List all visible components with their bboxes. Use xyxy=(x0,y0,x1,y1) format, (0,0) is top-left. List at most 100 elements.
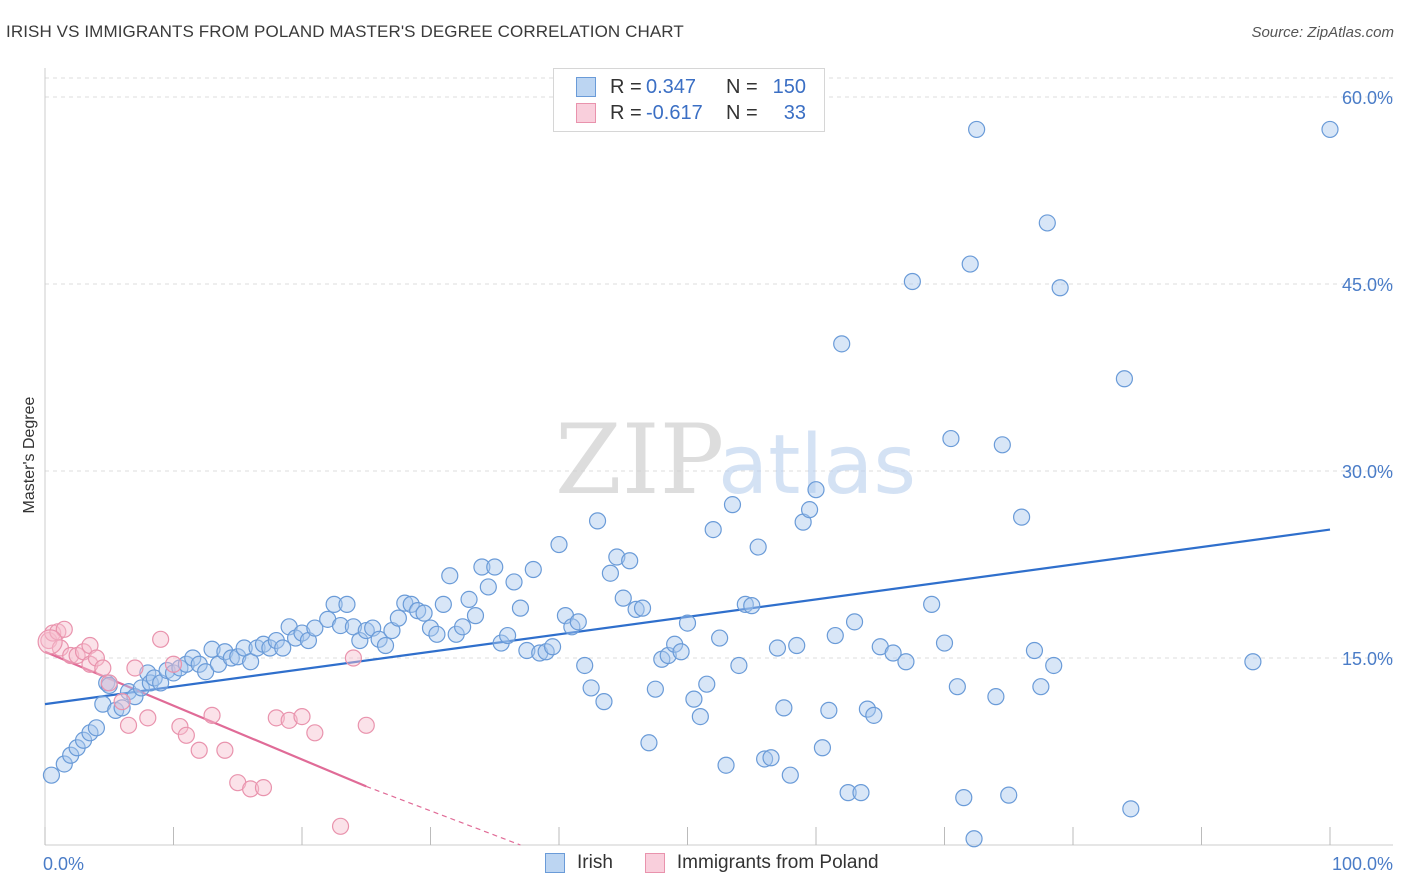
poland-point xyxy=(164,655,183,673)
irish-point xyxy=(1038,214,1056,232)
irish-point xyxy=(621,552,639,570)
irish-point xyxy=(955,789,973,807)
irish-point xyxy=(948,678,966,696)
irish-point xyxy=(781,766,799,784)
x-tick-label: 0.0% xyxy=(43,854,84,874)
poland-point xyxy=(100,674,118,692)
irish-point xyxy=(833,335,851,353)
poland-point xyxy=(357,716,375,734)
poland-point xyxy=(62,646,80,665)
irish-point xyxy=(524,560,542,579)
irish-point xyxy=(903,272,921,291)
irish-point xyxy=(839,784,857,802)
irish-point xyxy=(473,558,491,576)
irish-point xyxy=(479,578,497,596)
y-tick-label: 30.0% xyxy=(1342,462,1393,482)
irish-point xyxy=(852,784,870,802)
poland-legend-label: Immigrants from Poland xyxy=(676,852,879,873)
irish-point xyxy=(608,548,626,566)
poland-legend-swatch xyxy=(644,853,665,873)
poland-r-value: -0.617 xyxy=(646,101,703,124)
poland-point xyxy=(254,779,273,797)
irish-trend-line xyxy=(44,528,1331,706)
irish-point xyxy=(582,679,600,697)
irish-point xyxy=(428,625,446,643)
irish-point xyxy=(351,631,369,650)
irish-point xyxy=(678,614,697,632)
poland-n-label: N = xyxy=(726,101,758,124)
poland-point xyxy=(94,659,112,677)
irish-point xyxy=(884,644,902,662)
irish-point xyxy=(858,700,877,718)
irish-point xyxy=(588,512,607,530)
irish-point xyxy=(646,680,664,698)
x-tick-label: 100.0% xyxy=(1332,854,1393,874)
irish-point xyxy=(685,690,703,708)
irish-point xyxy=(595,693,613,711)
irish-point xyxy=(325,595,343,613)
irish-point xyxy=(1000,786,1018,804)
y-tick-label: 15.0% xyxy=(1342,649,1393,669)
irish-point xyxy=(229,648,247,666)
tick-labels: 15.0% 30.0% 45.0% 60.0% 0.0% 100.0% xyxy=(43,88,1393,874)
legend-item-poland[interactable]: Immigrants from Poland xyxy=(644,852,879,874)
axes xyxy=(44,68,1393,846)
irish-point xyxy=(415,604,433,622)
irish-point xyxy=(434,595,452,613)
irish-swatch xyxy=(576,77,596,97)
series-legend: Irish Immigrants from Poland xyxy=(545,852,911,874)
irish-point xyxy=(923,595,941,613)
irish-point xyxy=(499,626,517,645)
irish-point xyxy=(396,594,414,612)
irish-point xyxy=(518,641,536,660)
irish-point xyxy=(601,564,620,582)
irish-point xyxy=(788,636,806,655)
irish-point xyxy=(1244,653,1262,671)
irish-point xyxy=(569,613,587,631)
irish-point xyxy=(987,688,1005,706)
irish-point xyxy=(730,656,748,675)
poland-point xyxy=(139,709,157,727)
chart-title: IRISH VS IMMIGRANTS FROM POLAND MASTER'S… xyxy=(6,22,684,41)
irish-point xyxy=(743,597,761,615)
irish-point xyxy=(762,749,780,767)
legend-row-poland: R = -0.617 N = 33 xyxy=(576,101,806,125)
poland-point xyxy=(113,693,131,711)
poland-point xyxy=(126,659,144,677)
legend-item-irish[interactable]: Irish xyxy=(545,852,613,874)
irish-point xyxy=(1122,800,1140,818)
irish-point xyxy=(126,688,144,706)
poland-point xyxy=(177,726,195,744)
poland-trend-extension xyxy=(366,785,521,846)
irish-point xyxy=(755,750,774,768)
data-points xyxy=(37,120,1339,848)
irish-point xyxy=(460,590,478,609)
irish-n-label: N = xyxy=(726,75,758,98)
irish-point xyxy=(935,634,954,652)
irish-point xyxy=(511,599,530,617)
irish-point xyxy=(441,567,459,585)
irish-point xyxy=(543,638,562,656)
poland-swatch xyxy=(576,103,596,123)
irish-point xyxy=(845,613,864,631)
poland-point xyxy=(280,711,298,729)
irish-point xyxy=(736,595,754,613)
irish-point xyxy=(466,607,485,625)
irish-point xyxy=(370,630,388,648)
poland-point xyxy=(203,706,221,724)
correlation-legend: R = 0.347 N = 150 R = -0.617 N = 33 xyxy=(553,68,825,132)
irish-point xyxy=(331,616,350,635)
source-label: Source: ZipAtlas.com xyxy=(1251,24,1394,41)
irish-point xyxy=(338,595,356,613)
trend-lines xyxy=(44,528,1331,846)
irish-point xyxy=(698,675,716,693)
poland-point xyxy=(242,780,260,798)
irish-point xyxy=(627,600,645,618)
irish-point xyxy=(55,755,73,773)
irish-point xyxy=(1045,656,1063,675)
irish-point xyxy=(800,501,819,519)
irish-point xyxy=(704,520,722,539)
irish-n-value: 150 xyxy=(772,75,806,98)
irish-point xyxy=(1012,508,1031,526)
irish-point xyxy=(775,699,793,717)
